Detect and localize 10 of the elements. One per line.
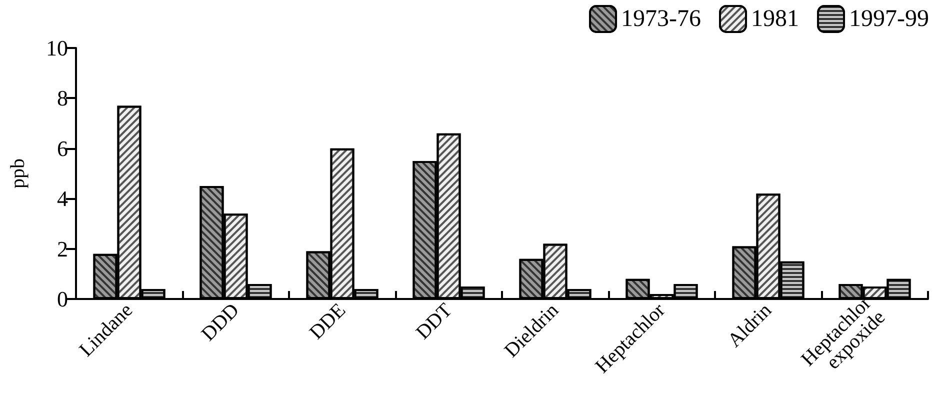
legend-label: 1981 (751, 6, 800, 32)
y-tick-label: 4 (57, 186, 68, 212)
y-tick-label: 10 (46, 36, 68, 60)
y-axis-title: ppb (7, 158, 29, 188)
y-tick-label: 6 (57, 136, 68, 161)
legend-label: 1997-99 (849, 6, 930, 32)
y-tick-label: 2 (57, 236, 68, 262)
y-tick-label: 0 (57, 286, 68, 312)
legend-label: 1973-76 (621, 6, 702, 32)
y-tick-label: 8 (57, 86, 68, 111)
